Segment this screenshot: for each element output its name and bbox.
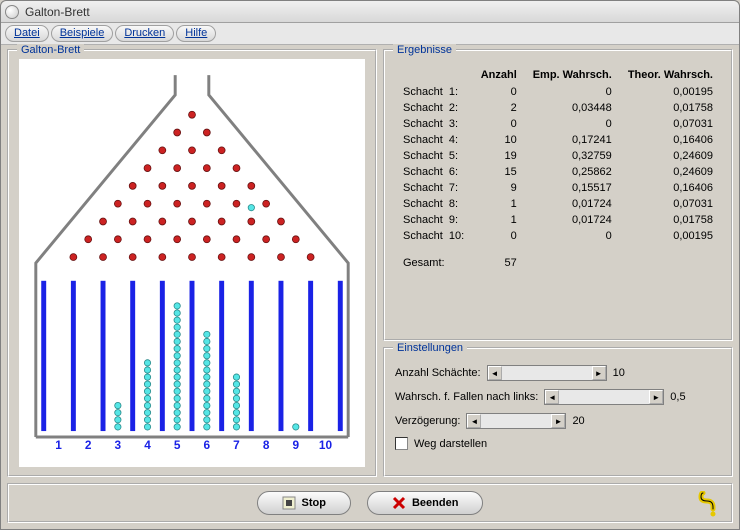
scroll-left-button[interactable]: ◄ [488, 366, 502, 380]
window-title: Galton-Brett [25, 5, 90, 19]
results-header: Emp. Wahrsch. [525, 67, 618, 83]
setting-row: Verzögerung: ◄ ► 20 [395, 413, 721, 429]
svg-text:8: 8 [263, 438, 270, 452]
results-row: Schacht 1: 000,00195 [397, 85, 719, 99]
scroll-left-button[interactable]: ◄ [467, 414, 481, 428]
menubar: Datei Beispiele Drucken Hilfe [1, 23, 739, 45]
results-table: AnzahlEmp. Wahrsch.Theor. Wahrsch. Schac… [395, 65, 721, 272]
setting-scrollbar[interactable]: ◄ ► [466, 413, 566, 429]
setting-value: 10 [613, 367, 625, 379]
checkbox-weg-darstellen[interactable] [395, 437, 408, 450]
svg-text:7: 7 [233, 438, 240, 452]
svg-text:1: 1 [55, 438, 62, 452]
results-row: Schacht 10: 000,00195 [397, 229, 719, 243]
scroll-right-button[interactable]: ► [551, 414, 565, 428]
stop-button[interactable]: Stop [257, 491, 351, 515]
board-panel: Galton-Brett 12345678910 [7, 49, 377, 477]
results-row: Schacht 9: 10,017240,01758 [397, 213, 719, 227]
scroll-left-button[interactable]: ◄ [545, 390, 559, 404]
titlebar[interactable]: Galton-Brett [1, 1, 739, 23]
menu-drucken[interactable]: Drucken [115, 25, 174, 42]
galton-board-svg: 1 2 3 4 5 6 7 8 9 10 [19, 59, 365, 467]
setting-scrollbar[interactable]: ◄ ► [487, 365, 607, 381]
settings-panel-title: Einstellungen [393, 342, 467, 354]
scroll-track[interactable] [481, 414, 551, 428]
button-bar: Stop Beenden [7, 483, 733, 523]
results-row: Schacht 4: 100,172410,16406 [397, 133, 719, 147]
results-row: Schacht 8: 10,017240,07031 [397, 197, 719, 211]
beenden-button[interactable]: Beenden [367, 491, 483, 515]
results-total-row: Gesamt:57 [397, 245, 719, 270]
svg-text:4: 4 [144, 438, 151, 452]
setting-scrollbar[interactable]: ◄ ► [544, 389, 664, 405]
svg-text:10: 10 [319, 438, 333, 452]
board-panel-title: Galton-Brett [17, 44, 84, 56]
checkbox-row-weg: Weg darstellen [395, 437, 721, 450]
results-row: Schacht 3: 000,07031 [397, 117, 719, 131]
scroll-track[interactable] [502, 366, 592, 380]
svg-text:9: 9 [292, 438, 299, 452]
setting-label: Anzahl Schächte: [395, 367, 481, 379]
results-row: Schacht 7: 90,155170,16406 [397, 181, 719, 195]
content-area: Galton-Brett 1 2 3 4 5 6 7 8 9 10 Ergebnisse Anza… [1, 45, 739, 481]
setting-label: Wahrsch. f. Fallen nach links: [395, 391, 538, 403]
setting-value: 20 [572, 415, 584, 427]
menu-hilfe[interactable]: Hilfe [176, 25, 216, 42]
scroll-right-button[interactable]: ► [592, 366, 606, 380]
svg-text:2: 2 [85, 438, 92, 452]
svg-text:3: 3 [115, 438, 122, 452]
results-row: Schacht 5: 190,327590,24609 [397, 149, 719, 163]
setting-row: Wahrsch. f. Fallen nach links: ◄ ► 0,5 [395, 389, 721, 405]
results-row: Schacht 2: 20,034480,01758 [397, 101, 719, 115]
menu-beispiele[interactable]: Beispiele [51, 25, 114, 42]
stop-button-label: Stop [302, 497, 326, 509]
stop-icon [282, 496, 296, 510]
checkbox-label: Weg darstellen [414, 438, 487, 450]
results-panel-title: Ergebnisse [393, 44, 456, 56]
setting-label: Verzögerung: [395, 415, 460, 427]
main-window: Galton-Brett Datei Beispiele Drucken Hil… [0, 0, 740, 530]
settings-panel: Einstellungen Anzahl Schächte: ◄ ► 10 Wa… [383, 347, 733, 477]
svg-text:5: 5 [174, 438, 181, 452]
help-icon[interactable] [697, 491, 723, 517]
close-x-icon [392, 496, 406, 510]
beenden-button-label: Beenden [412, 497, 458, 509]
setting-value: 0,5 [670, 391, 685, 403]
results-header: Anzahl [474, 67, 523, 83]
scroll-right-button[interactable]: ► [649, 390, 663, 404]
results-row: Schacht 6: 150,258620,24609 [397, 165, 719, 179]
scroll-track[interactable] [559, 390, 649, 404]
menu-datei[interactable]: Datei [5, 25, 49, 42]
results-panel: Ergebnisse AnzahlEmp. Wahrsch.Theor. Wah… [383, 49, 733, 341]
setting-row: Anzahl Schächte: ◄ ► 10 [395, 365, 721, 381]
right-column: Ergebnisse AnzahlEmp. Wahrsch.Theor. Wah… [383, 49, 733, 477]
app-icon [5, 5, 19, 19]
results-header: Theor. Wahrsch. [620, 67, 719, 83]
svg-text:6: 6 [204, 438, 211, 452]
results-header [397, 67, 472, 83]
